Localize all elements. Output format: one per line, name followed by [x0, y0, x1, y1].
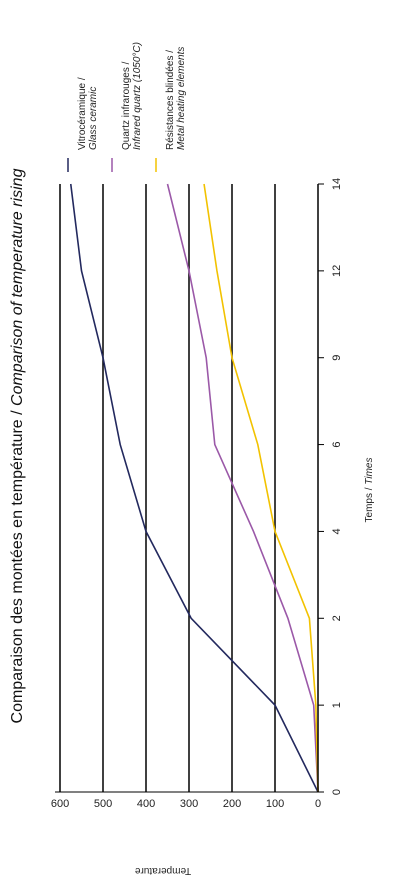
x-tick-label: 6	[331, 442, 343, 448]
y-tick-label: 0	[315, 798, 321, 810]
y-tick-label: 500	[94, 798, 112, 810]
x-tick-label: 9	[331, 355, 343, 361]
legend-label-1: Quartz infrarouges /Infrared quartz (105…	[121, 42, 143, 150]
legend-label-2: Résistances blindées /Metal heating elem…	[165, 47, 187, 150]
chart-title: Comparaison des montées en température /…	[9, 168, 26, 723]
chart-title-fr: Comparaison des montées en température /	[9, 406, 26, 724]
series-line-1	[166, 183, 319, 793]
legend: Vitrocéramique /Glass ceramic Quartz infr…	[67, 42, 187, 172]
legend-label-0: Vitrocéramique /Glass ceramic	[77, 77, 99, 150]
y-tick-label: 100	[266, 798, 284, 810]
chart-title-en: Comparison of temperature rising	[9, 168, 26, 406]
x-axis-label: Temps / Times	[364, 458, 375, 523]
y-tick-label: 600	[51, 798, 69, 810]
y-tick-label: 200	[223, 798, 241, 810]
y-axis-label: Temperature	[134, 865, 191, 876]
y-tick-label: 300	[180, 798, 198, 810]
series-line-0	[69, 183, 319, 793]
x-tick-label: 12	[331, 265, 343, 277]
x-axis-label-en: Times	[364, 458, 375, 485]
x-axis-label-fr: Temps /	[364, 485, 375, 523]
x-tick-label: 2	[331, 615, 343, 621]
x-tick-label: 14	[331, 178, 343, 190]
series-line-2	[203, 183, 319, 793]
gridlines	[59, 184, 276, 792]
x-tick-label: 4	[331, 528, 343, 534]
series-lines	[69, 183, 319, 793]
x-tick-label: 1	[331, 702, 343, 708]
y-tick-label: 400	[137, 798, 155, 810]
x-tick-label: 0	[331, 789, 343, 795]
